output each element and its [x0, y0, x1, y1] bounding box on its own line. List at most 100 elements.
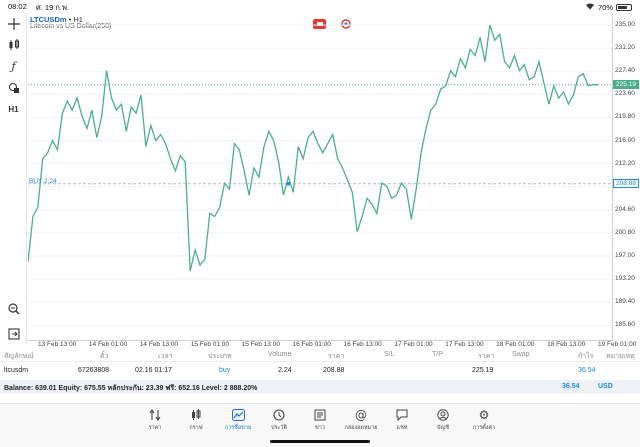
x-tick-label: 17 Feb 01:00 [394, 341, 433, 348]
balance-text: Balance: 639.01 Equity: 675.55 หลักประกั… [4, 385, 258, 392]
tab-history[interactable]: ประวัติ [259, 408, 299, 432]
crosshair-icon[interactable] [6, 16, 21, 31]
y-tick-label: 200.80 [615, 228, 635, 236]
col-swap[interactable]: Swap [512, 351, 530, 358]
row-price: 208.88 [323, 367, 345, 374]
balance-bar: Balance: 639.01 Equity: 675.55 หลักประกั… [0, 380, 640, 394]
col-ticket[interactable]: ตั๋ว [100, 353, 109, 360]
y-tick-label: 216.00 [615, 136, 635, 144]
tab-news-label: ข่าว [315, 425, 325, 431]
tab-mailbox-label: กล่องจดหมาย [344, 425, 378, 431]
tab-account[interactable]: บัญชี [423, 408, 463, 432]
y-tick-label: 231.20 [615, 44, 635, 52]
x-tick-label: 18 Feb 01:00 [496, 341, 535, 348]
col-comment[interactable]: หมายเหตุ [606, 353, 635, 360]
price-axis [612, 13, 640, 341]
sell-button-icon[interactable] [313, 19, 326, 29]
x-tick-label: 13 Feb 13:00 [38, 341, 77, 348]
x-tick-label: 18 Feb 13:00 [547, 341, 586, 348]
tab-settings[interactable]: ⚙ การตั้งค่า [464, 408, 504, 432]
settings-icon: ⚙ [478, 408, 490, 422]
status-date: ศ. 19 ก.พ. [36, 3, 70, 12]
y-tick-label: 189.40 [615, 298, 635, 306]
tab-mailbox[interactable]: @ กล่องจดหมาย [341, 408, 381, 432]
status-bar: 08:02 ศ. 19 ก.พ. 70% [0, 0, 640, 13]
tab-chart[interactable]: กราฟ [176, 408, 216, 432]
symbol-description: Litecoin vs US Dollar(250) [30, 23, 112, 30]
status-right: 70% [585, 2, 632, 12]
tab-chat-label: แชท [396, 425, 408, 431]
positions-header: สัญลักษณ์ ตั๋ว เวลา ประเภท Volume ราคา S… [0, 348, 640, 362]
y-tick-label: 212.20 [615, 159, 635, 167]
y-tick-label: 185.60 [615, 321, 635, 329]
row-ticket: 67263808 [78, 367, 110, 374]
col-volume[interactable]: Volume [268, 351, 292, 358]
account-icon [423, 408, 463, 422]
col-symbol[interactable]: สัญลักษณ์ [4, 353, 34, 360]
mailbox-icon: @ [355, 408, 367, 422]
trade-chart-icon [218, 408, 258, 422]
account-currency: USD [598, 383, 613, 390]
tab-settings-label: การตั้งค่า [472, 425, 496, 431]
y-tick-label: 197.00 [615, 251, 635, 259]
open-price-tag: 208.88 [613, 179, 639, 189]
home-indicator [270, 440, 370, 443]
x-tick-label: 15 Feb 01:00 [190, 341, 230, 348]
chat-icon [382, 408, 422, 422]
y-tick-label: 219.80 [615, 113, 635, 121]
col-sl[interactable]: S/L [384, 351, 395, 358]
y-tick-label: 193.20 [615, 275, 635, 283]
export-icon[interactable] [6, 326, 21, 341]
chart-type-icon[interactable] [6, 37, 21, 52]
col-price[interactable]: ราคา [328, 353, 345, 360]
tab-chat[interactable]: แชท [382, 408, 422, 432]
y-tick-label: 204.60 [615, 205, 635, 213]
tab-trade[interactable]: การซื้อขาย [218, 408, 258, 432]
y-tick-label: 223.60 [615, 90, 635, 98]
x-tick-label: 15 Feb 13:00 [241, 341, 280, 348]
col-type[interactable]: ประเภท [208, 353, 232, 360]
symbol-name: LTCUSDm [30, 15, 67, 24]
x-tick-label: 16 Feb 13:00 [343, 341, 382, 348]
wifi-icon [585, 2, 595, 12]
row-current: 225.19 [472, 367, 494, 374]
history-icon [259, 408, 299, 422]
row-time: 02.16 01:17 [135, 367, 172, 374]
timeframe-button[interactable]: H1 [8, 105, 19, 114]
y-tick-label: 227.40 [615, 67, 635, 75]
quotes-icon [135, 408, 175, 422]
zoom-icon[interactable] [6, 301, 21, 316]
indicator-f-icon[interactable]: ƒ [11, 60, 16, 73]
tab-history-label: ประวัติ [270, 425, 288, 431]
position-row[interactable]: ltcusdm 67263808 02.16 01:17 buy 2.24 20… [0, 364, 640, 378]
symbol-title: LTCUSDm • H1 [30, 15, 83, 24]
col-current[interactable]: ราคา [478, 353, 495, 360]
symbol-timeframe: • H1 [68, 15, 83, 24]
candles-icon [176, 408, 216, 422]
x-tick-label: 16 Feb 01:00 [292, 341, 331, 348]
entry-marker [286, 182, 291, 186]
tab-quotes[interactable]: ราคา [135, 408, 175, 432]
row-volume: 2.24 [278, 367, 292, 374]
x-tick-label: 17 Feb 13:00 [445, 341, 484, 348]
tab-quotes-label: ราคา [148, 425, 162, 431]
news-icon [300, 408, 340, 422]
total-profit: 36.54 [562, 383, 580, 390]
time-axis [28, 340, 612, 348]
status-time: 08:02 [8, 2, 27, 11]
x-tick-label: 19 Feb 01:00 [598, 341, 637, 348]
battery-percent: 70% [597, 2, 613, 12]
col-tp[interactable]: T/P [432, 351, 443, 358]
row-type: buy [219, 367, 231, 374]
col-profit[interactable]: กำไร [578, 353, 594, 360]
objects-icon[interactable] [6, 80, 21, 95]
tab-account-label: บัญชี [437, 425, 449, 431]
tab-news[interactable]: ข่าว [300, 408, 340, 432]
price-line-series [28, 24, 598, 272]
y-tick-label: 235.00 [615, 21, 635, 29]
col-time[interactable]: เวลา [158, 353, 173, 360]
buy-line-label: BUY 2.24 [29, 178, 57, 185]
price-chart[interactable] [28, 13, 612, 341]
x-tick-label: 14 Feb 13:00 [139, 341, 179, 348]
bottom-tab-bar: ราคา กราฟ การซื้อขาย ประวัติ ข่าว @ กล่อ… [0, 403, 640, 447]
